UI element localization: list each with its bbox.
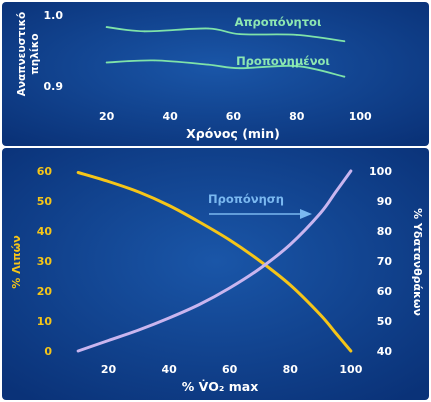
top-x-axis-title: Χρόνος (min) bbox=[186, 126, 280, 141]
top-y-axis-title-line2: πηλίκο bbox=[29, 33, 41, 74]
bottom-right-axis-title: % Υδατανθράκων bbox=[411, 208, 424, 316]
bottom-right-ytick-label: 90 bbox=[377, 195, 393, 208]
top-series-point bbox=[207, 27, 210, 30]
top-xtick-label: 80 bbox=[289, 110, 305, 123]
bottom-series-point bbox=[107, 180, 110, 183]
bottom-chart: 0 10 20 30 40 50 60 40 50 60 70 80 90 100 20 40 60 80 100%… bbox=[10, 165, 424, 394]
bottom-series-point bbox=[168, 317, 171, 319]
bottom-panel-background bbox=[2, 148, 429, 400]
top-series-line-1 bbox=[105, 59, 346, 78]
top-series-label-trained: Προπονημένοι bbox=[236, 54, 330, 68]
top-series-point bbox=[153, 59, 156, 62]
bottom-left-ytick-label: 60 bbox=[37, 165, 53, 178]
top-series-point bbox=[295, 34, 298, 36]
bottom-left-ytick-label: 30 bbox=[37, 255, 53, 268]
bottom-series-point bbox=[334, 191, 337, 193]
bottom-series-point bbox=[137, 329, 140, 331]
bottom-right-ytick-label: 60 bbox=[377, 285, 393, 298]
bottom-left-ytick-label: 40 bbox=[37, 225, 53, 238]
bottom-series-point bbox=[319, 314, 322, 316]
top-series-point bbox=[105, 61, 108, 64]
bottom-left-ytick-label: 50 bbox=[37, 195, 53, 208]
bottom-series-point bbox=[350, 350, 352, 352]
bottom-series-point bbox=[198, 303, 201, 306]
bottom-series-point bbox=[319, 212, 322, 214]
top-series-point bbox=[343, 40, 346, 43]
bottom-right-ytick-label: 100 bbox=[369, 165, 392, 178]
top-series-point bbox=[207, 63, 210, 66]
training-arrow-head bbox=[300, 209, 312, 219]
bottom-series-point bbox=[77, 171, 80, 174]
bottom-series-point bbox=[259, 260, 261, 262]
bottom-series-point bbox=[107, 339, 110, 342]
bottom-series-point bbox=[198, 221, 201, 223]
bottom-xtick-label: 80 bbox=[283, 363, 299, 376]
top-series-point bbox=[238, 33, 241, 35]
bottom-xtick-label: 40 bbox=[161, 363, 177, 376]
top-series-point bbox=[143, 30, 146, 33]
top-xtick-label: 20 bbox=[99, 110, 115, 123]
top-series-point bbox=[105, 26, 108, 28]
bottom-left-ytick-label: 10 bbox=[37, 315, 53, 328]
training-annotation-label: Προπόνηση bbox=[208, 192, 284, 206]
bottom-series-point bbox=[289, 243, 292, 246]
bottom-xtick-label: 100 bbox=[339, 363, 362, 376]
top-xtick-label: 60 bbox=[226, 110, 242, 123]
bottom-x-axis-title: % V̇O₂ max bbox=[182, 379, 259, 394]
top-ytick-label: 1.0 bbox=[44, 9, 64, 22]
bottom-series-point bbox=[228, 287, 231, 289]
bottom-right-ytick-label: 80 bbox=[377, 225, 393, 238]
bottom-xtick-label: 20 bbox=[101, 363, 117, 376]
top-series-label-untrained: Απροπόνητοι bbox=[235, 15, 322, 29]
bottom-series-point bbox=[259, 267, 261, 270]
bottom-left-ytick-label: 0 bbox=[44, 345, 52, 358]
bottom-right-ytick-label: 40 bbox=[377, 345, 393, 358]
bottom-series-point bbox=[77, 350, 80, 352]
bottom-series-point bbox=[350, 170, 352, 172]
top-series-point bbox=[295, 65, 298, 67]
bottom-series-point bbox=[228, 239, 231, 241]
bottom-xtick-label: 60 bbox=[222, 363, 238, 376]
bottom-series-point bbox=[289, 284, 292, 286]
top-series-point bbox=[238, 67, 241, 70]
top-xtick-label: 40 bbox=[162, 110, 178, 123]
top-y-axis-title-line1: Αναπνευστικό bbox=[16, 12, 28, 97]
bottom-right-ytick-label: 70 bbox=[377, 255, 393, 268]
top-series-point bbox=[343, 75, 346, 78]
top-xtick-label: 100 bbox=[349, 110, 372, 123]
top-panel-background bbox=[2, 2, 429, 146]
top-ytick-label: 0.9 bbox=[44, 80, 64, 93]
bottom-right-ytick-label: 50 bbox=[377, 315, 393, 328]
top-series-line-0 bbox=[105, 26, 346, 43]
bottom-series-point bbox=[168, 204, 171, 207]
bottom-left-axis-title: % Λιπών bbox=[10, 235, 23, 288]
bottom-series-point bbox=[137, 191, 140, 193]
bottom-left-ytick-label: 20 bbox=[37, 285, 53, 298]
bottom-series-point bbox=[334, 332, 337, 334]
top-chart: 0.9 1.0 20 40 60 80 100 Χρόνος (min) Αναπνευστικ… bbox=[16, 9, 372, 141]
